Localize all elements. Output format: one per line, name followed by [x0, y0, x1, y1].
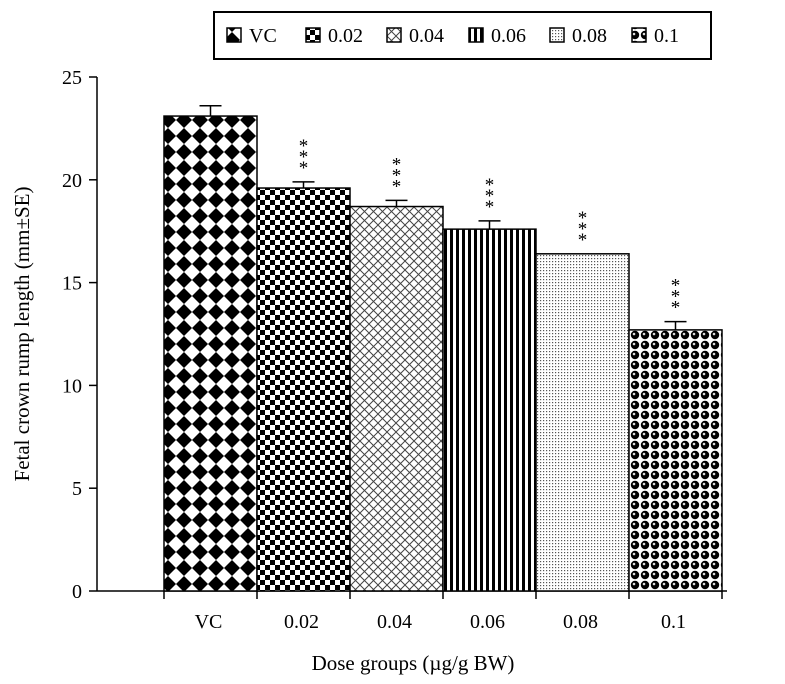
- bar-5: * * *: [535, 208, 630, 592]
- legend-swatch: [386, 27, 402, 43]
- bar-1: [163, 105, 258, 592]
- y-tick-label: 20: [62, 170, 82, 192]
- significance-text: * * *: [392, 154, 402, 197]
- y-tick-label: 15: [62, 273, 82, 295]
- y-axis-label: Fetal crown rump length (mm±SE): [10, 187, 34, 482]
- significance-label: * * *: [485, 175, 495, 218]
- legend-entry: 0.1: [631, 25, 679, 47]
- legend-swatch: [549, 27, 565, 43]
- y-tick-label: 25: [62, 67, 82, 89]
- legend-entry: 0.04: [386, 25, 444, 47]
- x-tick-label: 0.06: [470, 611, 505, 633]
- legend-label: 0.06: [491, 25, 526, 47]
- legend-label: VC: [249, 25, 277, 47]
- legend-box: [213, 11, 712, 60]
- legend-swatch: [631, 27, 647, 43]
- bar-rect: [163, 115, 258, 592]
- significance-text: * * *: [299, 136, 309, 179]
- x-tick-label: VC: [195, 611, 223, 633]
- bars-group: * * * * * * * * * * * * * * *: [163, 105, 723, 592]
- legend-label: 0.08: [572, 25, 607, 47]
- x-tick-label: 0.08: [563, 611, 598, 633]
- legend-entry: VC: [226, 25, 277, 47]
- legend: VC 0.02 0.04 0.06 0.08 0.1: [213, 11, 712, 60]
- legend-swatch: [226, 27, 242, 43]
- legend-label: 0.04: [409, 25, 444, 47]
- significance-text: * * *: [578, 208, 588, 251]
- significance-label: * * *: [671, 276, 681, 319]
- bar-6: * * *: [628, 276, 723, 592]
- y-tick-label: 0: [72, 581, 82, 603]
- bar-rect: [349, 205, 444, 592]
- legend-swatch: [305, 27, 321, 43]
- legend-entry: 0.06: [468, 25, 526, 47]
- bar-rect: [256, 187, 351, 592]
- legend-swatch: [468, 27, 484, 43]
- bar-4: * * *: [442, 175, 537, 592]
- significance-label: * * *: [392, 154, 402, 197]
- significance-text: * * *: [485, 175, 495, 218]
- legend-label: 0.1: [654, 25, 679, 47]
- x-tick-label: 0.02: [284, 611, 319, 633]
- significance-label: * * *: [578, 208, 588, 251]
- bar-rect: [442, 228, 537, 592]
- bar-3: * * *: [349, 154, 444, 592]
- bar-rect: [535, 253, 630, 592]
- significance-label: * * *: [299, 136, 309, 179]
- x-tick-label: 0.04: [377, 611, 412, 633]
- legend-label: 0.02: [328, 25, 363, 47]
- bar-2: * * *: [256, 136, 351, 592]
- y-tick-label: 10: [62, 375, 82, 397]
- significance-text: * * *: [671, 276, 681, 319]
- legend-entry: 0.08: [549, 25, 607, 47]
- y-tick-label: 5: [72, 478, 82, 500]
- x-axis-label: Dose groups (µg/g BW): [312, 651, 515, 675]
- legend-entry: 0.02: [305, 25, 363, 47]
- x-tick-label: 0.1: [661, 611, 686, 633]
- bar-rect: [628, 329, 723, 592]
